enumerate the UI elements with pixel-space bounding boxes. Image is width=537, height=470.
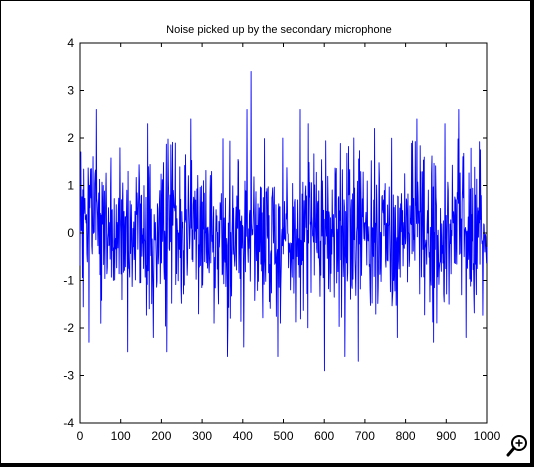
y-tick-label: 1 — [67, 179, 74, 193]
y-tick-label: 0 — [67, 226, 74, 240]
x-tick-label: 900 — [436, 429, 456, 443]
zoom-in-magnifier-icon[interactable] — [505, 433, 529, 459]
y-tick-label: -3 — [63, 369, 74, 383]
x-tick-label: 0 — [77, 429, 84, 443]
x-tick-labels: 0 100 200 300 400 500 600 700 800 900 1000 — [77, 429, 501, 443]
y-tick-label: 3 — [67, 84, 74, 98]
x-tick-label: 100 — [111, 429, 131, 443]
chart-title: Noise picked up by the secondary microph… — [166, 24, 392, 36]
tick-marks — [79, 42, 488, 424]
y-tick-label: -4 — [63, 416, 74, 430]
series-layer — [79, 71, 488, 372]
x-tick-label: 400 — [233, 429, 253, 443]
x-tick-label: 300 — [192, 429, 212, 443]
y-tick-labels: -4 -3 -2 -1 0 1 2 3 4 — [63, 36, 74, 430]
y-tick-label: -1 — [63, 274, 74, 288]
x-tick-label: 800 — [396, 429, 416, 443]
y-tick-label: -2 — [63, 321, 74, 335]
y-tick-label: 2 — [67, 131, 74, 145]
x-tick-label: 500 — [273, 429, 293, 443]
noise-series-line — [79, 71, 488, 372]
y-tick-label: 4 — [67, 36, 74, 50]
x-tick-label: 600 — [314, 429, 334, 443]
x-tick-label: 1000 — [474, 429, 501, 443]
x-tick-label: 200 — [151, 429, 171, 443]
x-tick-label: 700 — [355, 429, 375, 443]
